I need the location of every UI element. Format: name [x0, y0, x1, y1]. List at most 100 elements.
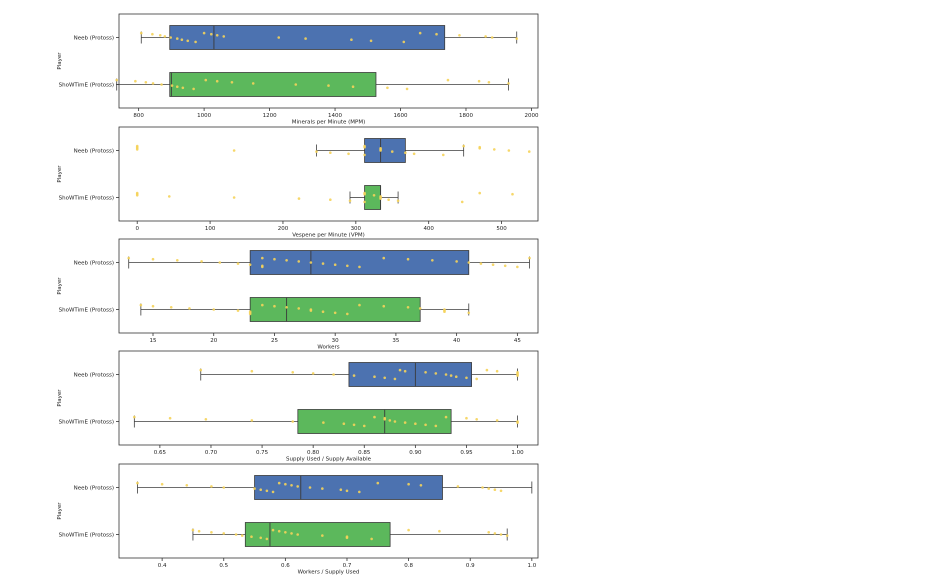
x-tick-label: 500	[496, 226, 507, 232]
y-tick-label: ShoWTimE (Protoss)	[59, 83, 114, 89]
data-point	[369, 39, 373, 43]
data-point	[491, 263, 495, 267]
data-point	[403, 369, 407, 373]
data-point	[424, 371, 427, 374]
data-point	[151, 257, 155, 261]
data-point	[144, 81, 148, 84]
data-point	[204, 78, 208, 82]
data-point	[393, 420, 397, 423]
y-tick-label: ShoWTimE (Protoss)	[59, 533, 114, 539]
x-tick-label: 1600	[394, 113, 408, 119]
y-axis-label: Player	[57, 502, 63, 520]
x-tick-label: 800	[133, 113, 144, 119]
x-tick-label: 0.9	[466, 563, 475, 569]
data-point	[443, 310, 446, 314]
data-point	[332, 373, 335, 376]
data-point	[382, 304, 386, 308]
data-point	[424, 423, 427, 427]
data-point	[434, 424, 438, 428]
data-point	[527, 150, 531, 153]
data-point	[358, 303, 361, 307]
data-point	[419, 484, 423, 487]
data-point	[373, 375, 376, 379]
data-point	[465, 376, 468, 380]
data-point	[232, 149, 236, 152]
data-point	[346, 312, 349, 316]
data-point	[414, 422, 417, 426]
data-point	[329, 198, 332, 201]
x-tick-label: 1200	[263, 113, 277, 119]
data-point	[484, 35, 487, 38]
data-point	[291, 420, 295, 423]
data-point	[412, 152, 416, 156]
x-tick-label: 45	[514, 338, 521, 344]
data-point	[351, 85, 355, 88]
data-point	[321, 310, 325, 314]
data-point	[390, 150, 394, 153]
data-point	[204, 418, 208, 421]
data-point	[386, 86, 389, 90]
data-point	[373, 415, 376, 419]
x-tick-label: 0.6	[281, 563, 290, 569]
data-point	[285, 306, 288, 309]
data-point	[139, 31, 143, 35]
data-point	[358, 490, 361, 494]
data-point	[456, 485, 460, 488]
data-point	[163, 35, 167, 38]
x-tick-label: 0.85	[358, 450, 371, 456]
box-iqr	[297, 409, 452, 434]
x-tick-label: 200	[278, 226, 289, 232]
data-point	[151, 304, 155, 308]
data-point	[398, 368, 402, 372]
data-point	[444, 373, 448, 376]
x-tick-label: 0.8	[404, 563, 413, 569]
data-point	[186, 39, 190, 43]
data-point	[236, 309, 240, 312]
data-point	[511, 192, 514, 196]
data-point	[296, 533, 299, 536]
data-point	[478, 147, 482, 150]
data-point	[345, 536, 349, 540]
data-point	[273, 304, 276, 308]
box-series-2	[135, 185, 514, 210]
data-point	[487, 81, 491, 84]
data-point	[372, 194, 376, 197]
data-point	[487, 531, 491, 534]
data-point	[297, 260, 301, 263]
box-series-2	[133, 409, 519, 434]
x-tick-label: 300	[351, 226, 362, 232]
data-point	[308, 486, 312, 489]
data-point	[135, 194, 139, 197]
data-point	[528, 256, 531, 260]
data-point	[185, 484, 189, 487]
data-point	[444, 415, 448, 419]
data-point	[454, 375, 458, 379]
data-point	[321, 487, 324, 490]
x-tick-label: 0.65	[154, 450, 167, 456]
chart-panel-1: 800 1000 1200 1400 1600 1800 2000 Minerals per …	[57, 13, 539, 126]
x-axis-label: Supply Used / Supply Available	[286, 457, 372, 463]
y-axis-label: Player	[57, 52, 63, 70]
data-point	[210, 485, 213, 488]
data-point	[251, 82, 255, 85]
data-point	[346, 264, 349, 268]
data-point	[363, 200, 366, 204]
data-point	[388, 419, 392, 422]
data-point	[222, 532, 226, 535]
data-point	[309, 261, 313, 264]
y-tick-label: Neeb (Protoss)	[74, 373, 114, 379]
data-point	[481, 486, 484, 489]
data-point	[327, 84, 330, 87]
data-point	[382, 256, 386, 260]
data-point	[322, 421, 325, 424]
data-point	[478, 191, 482, 195]
data-point	[404, 151, 407, 154]
data-point	[345, 489, 349, 493]
data-point	[441, 153, 445, 157]
x-axis-label: Workers / Supply Used	[298, 570, 360, 576]
data-point	[333, 311, 337, 315]
data-point	[352, 374, 356, 377]
data-point	[311, 372, 315, 375]
data-point	[139, 303, 143, 307]
data-point	[261, 265, 264, 269]
